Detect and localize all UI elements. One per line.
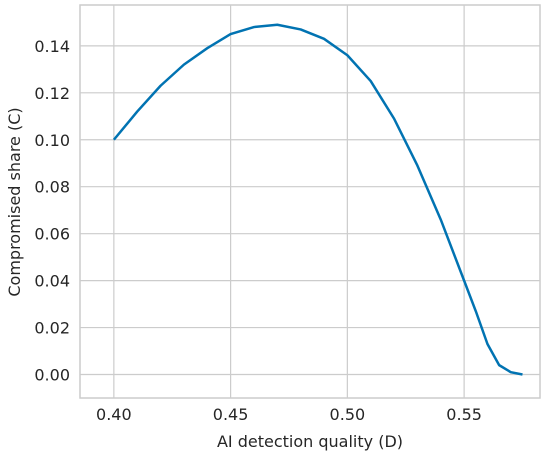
x-tick-label: 0.55: [446, 405, 482, 424]
y-tick-label: 0.14: [34, 37, 70, 56]
y-tick-label: 0.10: [34, 131, 70, 150]
y-tick-label: 0.00: [34, 366, 70, 385]
x-axis-label: AI detection quality (D): [217, 432, 403, 451]
x-tick-label: 0.40: [96, 405, 132, 424]
y-axis-label: Compromised share (C): [5, 107, 24, 296]
line: [112, 23, 523, 376]
y-tick-label: 0.04: [34, 272, 70, 291]
y-tick-label: 0.02: [34, 319, 70, 338]
y-tick-label: 0.06: [34, 225, 70, 244]
plot-frame: [79, 4, 541, 399]
x-tick-label: 0.45: [213, 405, 249, 424]
y-tick-label: 0.08: [34, 178, 70, 197]
y-tick-label: 0.12: [34, 84, 70, 103]
x-tick-label: 0.50: [330, 405, 366, 424]
